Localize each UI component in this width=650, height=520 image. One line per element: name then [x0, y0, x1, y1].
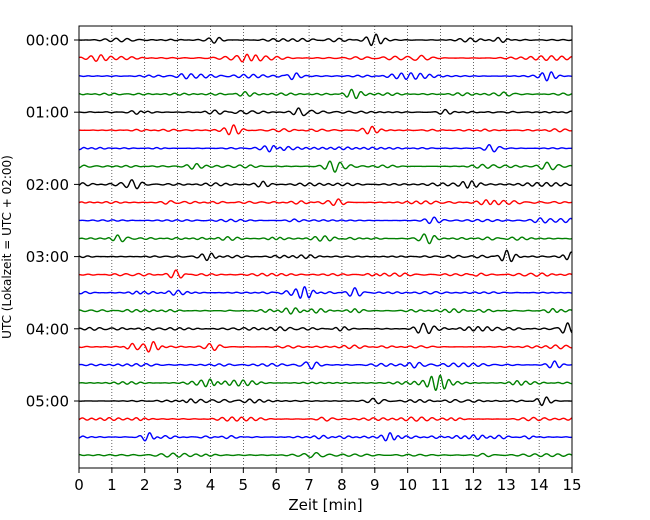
trace-line	[78, 286, 573, 299]
y-axis-label: UTC (Lokalzeit = UTC + 02:00)	[0, 155, 14, 339]
x-tick-label: 12	[464, 476, 483, 494]
x-tick-label: 10	[398, 476, 417, 494]
trace-line	[78, 198, 573, 207]
x-axis-ticks: 0 1 2 3 4 5 6 7 8 9 10 11 12 13 14 15	[74, 468, 582, 494]
trace-line	[78, 107, 573, 117]
trace-line	[78, 432, 573, 442]
x-tick-label: 6	[271, 476, 281, 494]
trace-line	[78, 269, 573, 279]
trace-line	[78, 33, 573, 47]
trace-line	[78, 53, 573, 63]
trace-line	[78, 307, 573, 315]
x-tick-label: 2	[140, 476, 150, 494]
x-tick-label: 15	[562, 476, 581, 494]
y-tick-label: 04:00	[26, 320, 69, 338]
x-tick-label: 0	[74, 476, 84, 494]
x-tick-label: 11	[431, 476, 450, 494]
y-tick-label: 05:00	[26, 393, 69, 411]
plot-border	[78, 25, 573, 469]
trace-line	[78, 233, 573, 245]
x-tick-label: 9	[370, 476, 380, 494]
traces	[78, 33, 573, 459]
y-tick-label: 01:00	[26, 104, 69, 122]
trace-line	[78, 374, 573, 391]
trace-line	[78, 322, 573, 335]
trace-line	[78, 216, 573, 225]
trace-line	[78, 451, 573, 459]
x-tick-label: 8	[337, 476, 347, 494]
y-axis-ticks: 00:00 01:00 02:00 03:00 04:00 05:00	[26, 32, 79, 411]
plot-frame	[79, 26, 572, 468]
trace-line	[78, 144, 573, 153]
trace-line	[78, 88, 573, 100]
x-tick-label: 1	[107, 476, 117, 494]
y-tick-label: 02:00	[26, 176, 69, 194]
x-tick-label: 7	[304, 476, 314, 494]
trace-line	[78, 396, 573, 407]
trace-line	[78, 249, 573, 263]
trace-line	[78, 416, 573, 422]
x-tick-label: 4	[206, 476, 216, 494]
x-tick-label: 14	[530, 476, 549, 494]
trace-line	[78, 340, 573, 353]
plot-area	[78, 25, 573, 469]
y-tick-label: 03:00	[26, 248, 69, 266]
trace-line	[78, 179, 573, 190]
trace-line	[78, 360, 573, 370]
trace-line	[78, 71, 573, 82]
x-axis-label: Zeit [min]	[288, 496, 362, 514]
trace-line	[78, 124, 573, 136]
x-tick-label: 3	[173, 476, 183, 494]
trace-line	[78, 160, 573, 173]
x-tick-label: 13	[497, 476, 516, 494]
x-tick-label: 5	[239, 476, 249, 494]
y-tick-label: 00:00	[26, 32, 69, 50]
